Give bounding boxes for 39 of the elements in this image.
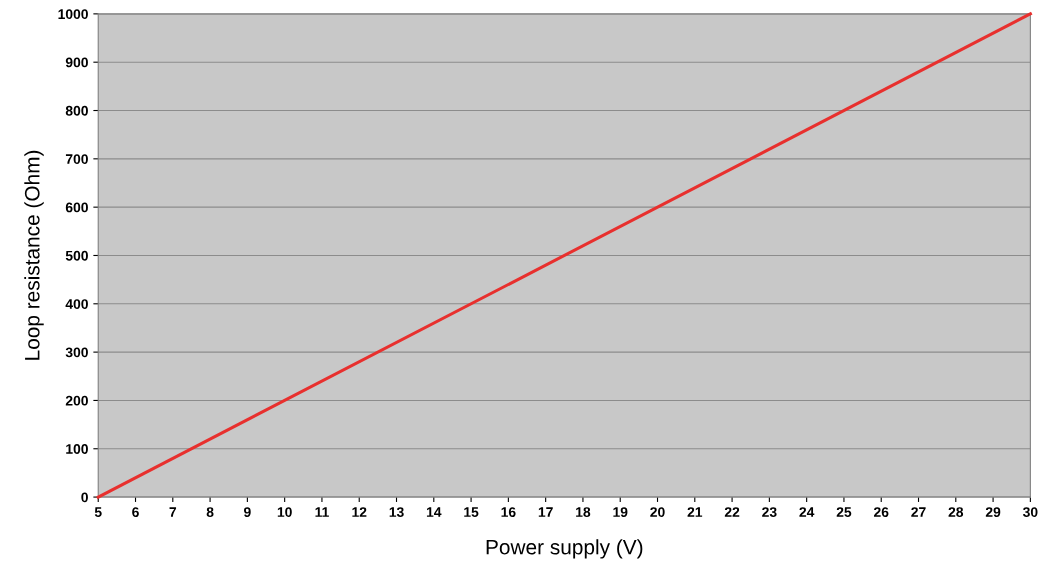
x-tick-label: 15	[464, 507, 479, 517]
y-tick-label: 500	[65, 250, 88, 261]
x-tick-label: 26	[873, 507, 889, 517]
x-tick-label: 16	[501, 507, 516, 517]
x-tick-label: 17	[538, 507, 553, 517]
x-tick-label: 14	[426, 507, 442, 517]
y-axis-title: Loop resistance (Ohm)	[24, 150, 44, 360]
y-tick-label: 800	[65, 105, 88, 116]
y-tick-label: 1000	[58, 9, 88, 20]
x-tick-label: 10	[277, 507, 292, 517]
x-tick-label: 8	[206, 507, 214, 517]
y-tick-label: 200	[65, 395, 88, 406]
y-tick-label: 900	[65, 57, 88, 68]
x-tick-label: 28	[948, 507, 964, 517]
x-tick-label: 12	[352, 507, 367, 517]
x-tick-label: 13	[389, 507, 404, 518]
x-tick-label: 24	[799, 507, 815, 517]
y-tick-label: 300	[65, 347, 88, 358]
y-tick-label: 100	[66, 444, 88, 454]
x-tick-label: 19	[613, 507, 628, 517]
x-tick-label: 27	[911, 507, 926, 517]
x-tick-label: 7	[169, 507, 177, 517]
x-tick-label: 5	[94, 507, 102, 517]
x-tick-label: 25	[836, 507, 852, 517]
x-tick-label: 30	[1022, 507, 1038, 518]
y-tick-label: 600	[65, 202, 88, 213]
x-axis-title: Power supply (V)	[486, 539, 643, 559]
y-tick-label: 0	[81, 492, 88, 503]
x-tick-label: 21	[687, 507, 703, 517]
x-tick-label: 11	[315, 507, 329, 517]
x-tick-label: 23	[762, 507, 777, 518]
x-tick-label: 20	[650, 507, 665, 517]
x-tick-label: 29	[985, 507, 1001, 517]
y-tick-label: 700	[65, 154, 88, 164]
x-tick-label: 6	[132, 507, 139, 517]
x-tick-label: 22	[724, 507, 740, 517]
y-tick-label: 400	[65, 299, 88, 309]
x-tick-label: 18	[576, 507, 591, 517]
x-tick-label: 9	[243, 507, 251, 517]
